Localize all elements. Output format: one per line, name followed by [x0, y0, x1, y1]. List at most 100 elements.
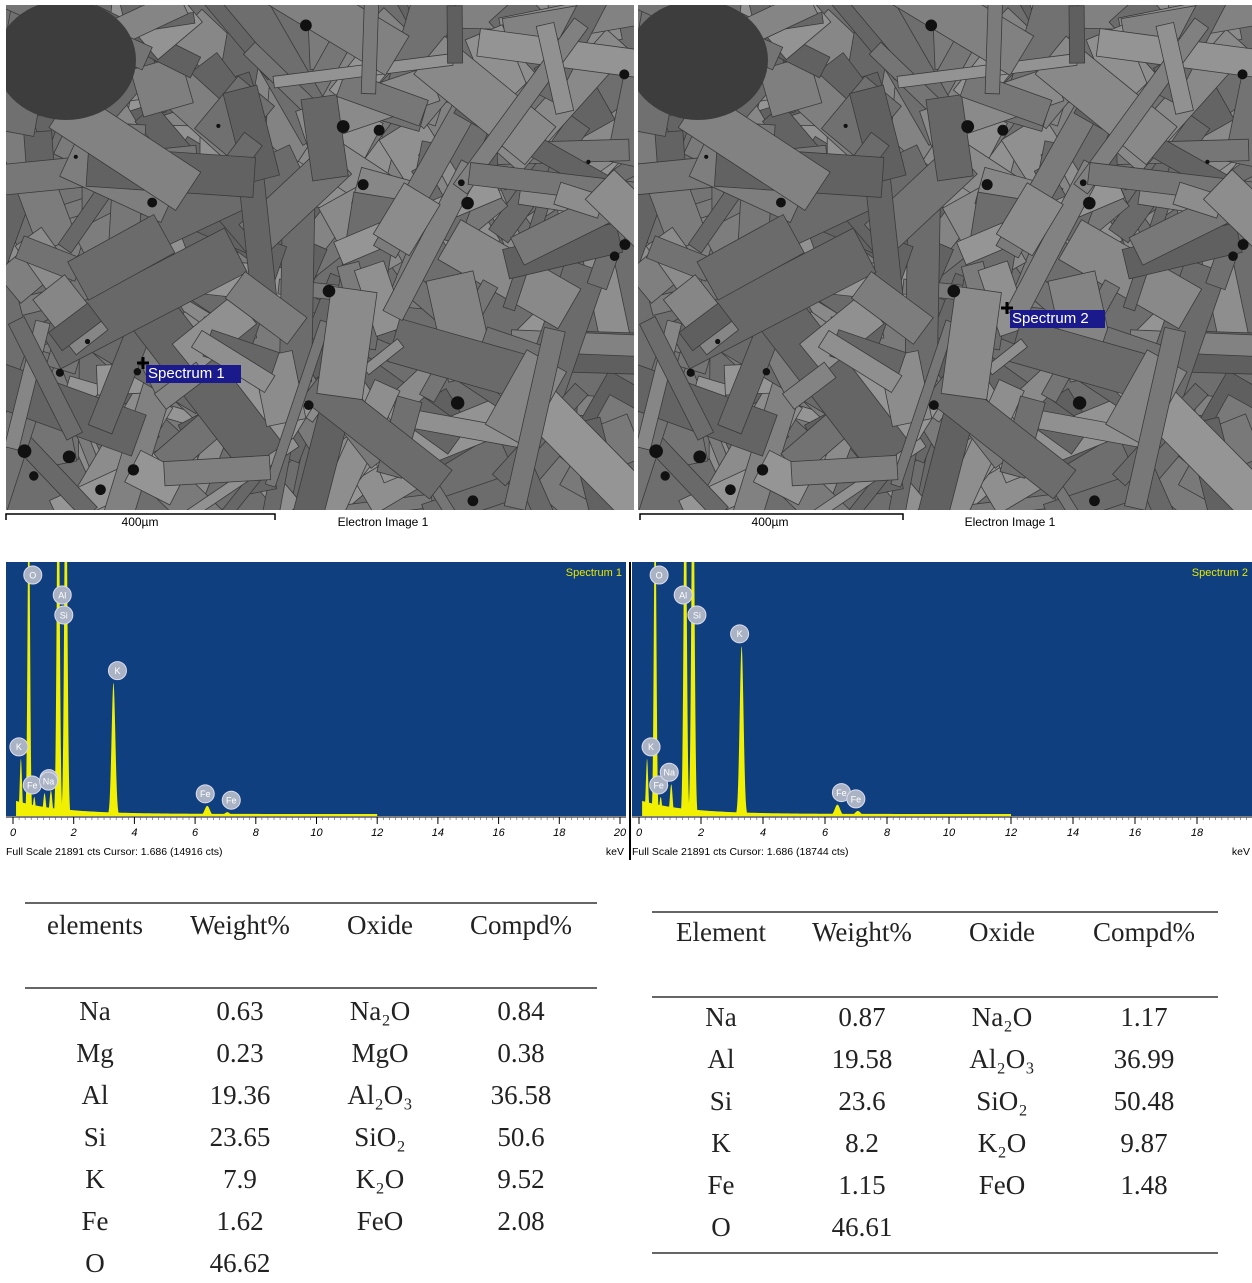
pore	[961, 120, 974, 133]
table-cell: SiO₂	[354, 1122, 405, 1152]
pore	[947, 285, 960, 298]
pore	[610, 251, 620, 261]
pore	[95, 484, 106, 495]
pore	[304, 400, 314, 410]
x-tick-label: 0	[10, 827, 17, 839]
table-cell: 1.48	[1120, 1170, 1167, 1200]
pore	[725, 484, 736, 495]
scale-label: 400µm	[752, 515, 789, 529]
pore	[1083, 197, 1096, 210]
table-cell: Si	[710, 1086, 733, 1116]
image-caption: Electron Image 1	[338, 515, 429, 529]
table-cell: K	[711, 1128, 731, 1158]
pore	[358, 179, 369, 190]
pore	[63, 450, 76, 463]
table-header: Weight%	[190, 910, 290, 940]
table-cell: 36.99	[1114, 1044, 1175, 1074]
table-cell: K	[85, 1164, 105, 1194]
page: Spectrum 1 400µm Electron Image 1 Spectrum …	[0, 0, 1252, 1283]
table-cell: 46.61	[832, 1212, 893, 1242]
pore	[844, 124, 848, 128]
pore	[74, 155, 78, 159]
peak-label: O	[656, 570, 663, 580]
peak-label: Na	[663, 768, 675, 778]
table-cell: Al	[82, 1080, 109, 1110]
pore	[1073, 396, 1086, 409]
pore	[693, 450, 706, 463]
table-cell: Na₂O	[972, 1002, 1032, 1032]
x-tick-label: 6	[822, 827, 829, 839]
pore	[85, 339, 90, 344]
x-tick-label: 8	[884, 827, 891, 839]
peak-label: Fe	[200, 789, 211, 799]
table-header: Element	[676, 917, 766, 947]
table-cell: Fe	[708, 1170, 735, 1200]
table-cell: Na₂O	[350, 996, 410, 1026]
pore	[128, 464, 139, 475]
x-tick-label: 20	[613, 827, 627, 839]
table-cell: Na	[705, 1002, 736, 1032]
pore	[757, 464, 768, 475]
marker-label: Spectrum 1	[148, 365, 225, 382]
pore	[929, 400, 939, 410]
table-cell: Si	[84, 1122, 107, 1152]
table-cell: 0.23	[216, 1038, 263, 1068]
table-cell: 19.58	[832, 1044, 893, 1074]
pore	[715, 339, 720, 344]
pore	[704, 155, 708, 159]
table-cell: SiO₂	[976, 1086, 1027, 1116]
table-cell: K₂O	[356, 1164, 404, 1194]
peak-label: K	[737, 629, 743, 639]
table-cell: FeO	[979, 1170, 1026, 1200]
table-cell: 9.52	[497, 1164, 544, 1194]
table-cell: FeO	[357, 1206, 404, 1236]
x-tick-label: 10	[943, 827, 956, 839]
dark-region	[628, 0, 768, 120]
x-tick-label: 10	[310, 827, 323, 839]
peak-label: K	[16, 742, 22, 752]
peak-label: Fe	[836, 788, 847, 798]
marker-label: Spectrum 2	[1012, 310, 1089, 327]
pore	[687, 369, 695, 377]
spectrum-footer: Full Scale 21891 cts Cursor: 1.686 (1874…	[632, 846, 849, 858]
table-header: elements	[47, 910, 143, 940]
peak-label: Na	[43, 777, 55, 787]
peak-label: Si	[60, 610, 68, 620]
spectrum-panel	[632, 562, 1252, 816]
table-cell: MgO	[351, 1038, 408, 1068]
peak-label: Fe	[851, 794, 862, 804]
figure: Spectrum 1 400µm Electron Image 1 Spectrum …	[0, 0, 1252, 1283]
x-unit: keV	[1232, 846, 1250, 858]
spectrum-footer: Full Scale 21891 cts Cursor: 1.686 (1491…	[6, 846, 223, 858]
x-tick-label: 14	[1067, 827, 1079, 839]
x-tick-label: 14	[432, 827, 444, 839]
table-cell: 50.6	[497, 1122, 544, 1152]
x-tick-label: 6	[192, 827, 199, 839]
pore	[216, 124, 220, 128]
x-tick-label: 2	[70, 827, 77, 839]
x-tick-label: 4	[760, 827, 766, 839]
pore	[461, 197, 474, 210]
pore	[1237, 69, 1247, 79]
x-tick-label: 8	[253, 827, 260, 839]
pore	[323, 285, 336, 298]
pore	[619, 69, 629, 79]
peak-label: Fe	[226, 796, 237, 806]
pore	[1080, 179, 1087, 186]
sem-image	[0, 0, 728, 594]
x-unit: keV	[606, 846, 624, 858]
table-cell: 8.2	[845, 1128, 879, 1158]
pore	[660, 471, 669, 480]
table-cell: 0.63	[216, 996, 263, 1026]
pore	[763, 368, 770, 375]
crystal	[447, 6, 463, 63]
pore	[619, 239, 630, 250]
pore	[337, 120, 350, 133]
table-cell: 19.36	[210, 1080, 271, 1110]
table-cell: 9.87	[1120, 1128, 1167, 1158]
image-caption: Electron Image 1	[965, 515, 1056, 529]
pore	[649, 444, 663, 458]
table-cell: 2.08	[497, 1206, 544, 1236]
table-header: Compd%	[1093, 917, 1195, 947]
pore	[468, 495, 479, 506]
